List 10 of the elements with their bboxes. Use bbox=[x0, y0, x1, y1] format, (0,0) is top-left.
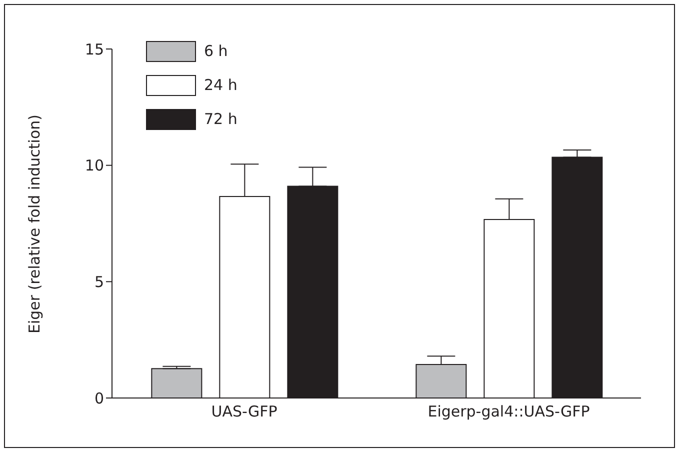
y-tick-label: 15 bbox=[84, 40, 104, 58]
legend-label: 6 h bbox=[204, 42, 228, 60]
y-axis-title: Eiger (relative fold induction) bbox=[25, 114, 44, 334]
y-tick-label: 0 bbox=[94, 389, 104, 408]
x-tick-label: UAS-GFP bbox=[211, 402, 278, 421]
y-tick-label: 5 bbox=[94, 272, 104, 291]
legend-label: 24 h bbox=[204, 76, 238, 94]
legend-label: 72 h bbox=[204, 110, 238, 128]
y-tick-label: 10 bbox=[84, 156, 104, 175]
x-tick-label: Eigerp-gal4::UAS-GFP bbox=[428, 402, 590, 421]
